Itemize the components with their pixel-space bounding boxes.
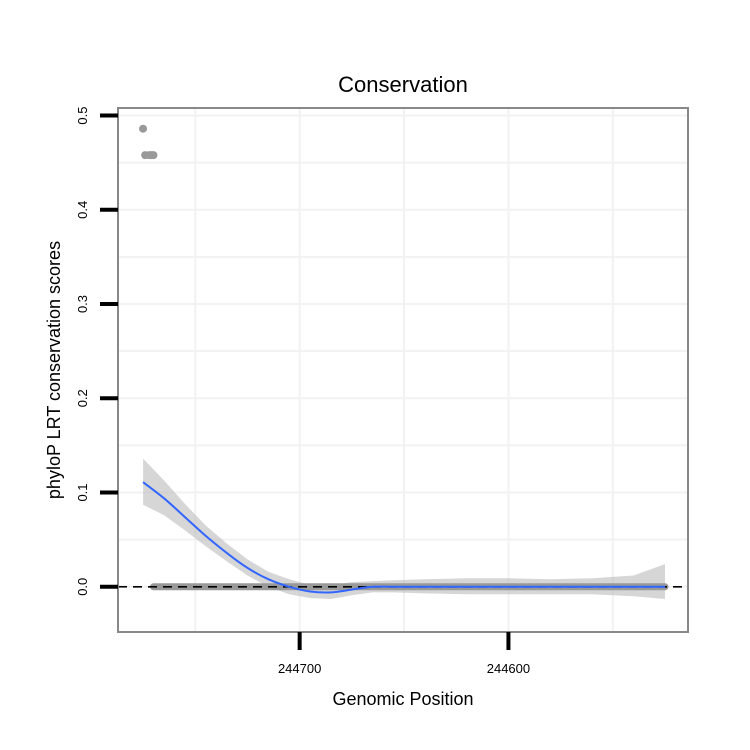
y-tick-label: 0.5 — [75, 107, 90, 125]
y-tick-label: 0.3 — [75, 295, 90, 313]
y-tick-label: 0.4 — [75, 201, 90, 219]
y-tick-label: 0.1 — [75, 483, 90, 501]
y-axis-label: phyloP LRT conservation scores — [44, 241, 64, 499]
data-points — [139, 124, 158, 160]
panel-border — [117, 107, 689, 633]
chart-title: Conservation — [338, 72, 468, 97]
data-point — [139, 124, 148, 133]
smooth-line — [142, 481, 665, 594]
x-axis: 244700 244600 — [278, 632, 530, 676]
x-tick-label: 244700 — [278, 661, 321, 676]
data-point — [149, 151, 158, 160]
y-axis: 0.0 0.1 0.2 0.3 0.4 0.5 — [75, 107, 118, 596]
y-tick-label: 0.2 — [75, 389, 90, 407]
x-axis-label: Genomic Position — [332, 689, 473, 709]
grid — [118, 108, 688, 632]
y-tick-label: 0.0 — [75, 578, 90, 596]
x-tick-label: 244600 — [487, 661, 530, 676]
